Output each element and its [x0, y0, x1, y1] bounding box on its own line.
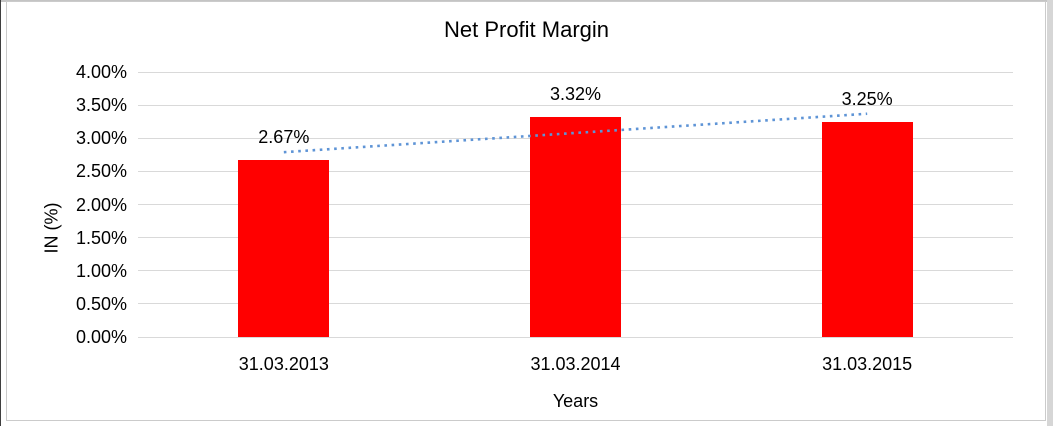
- gridline: [138, 336, 1013, 338]
- x-tick-label: 31.03.2014: [530, 354, 621, 374]
- chart-title: Net Profit Margin: [443, 17, 610, 42]
- chart-object-border: [6, 1, 1046, 421]
- bar-data-label: 3.25%: [841, 88, 893, 109]
- y-tick-label: 0.00%: [75, 327, 127, 347]
- gridline: [138, 71, 1013, 73]
- y-tick-label: 3.50%: [75, 95, 127, 116]
- bar: [821, 121, 913, 337]
- y-tick-label: 2.50%: [75, 161, 127, 182]
- y-tick-label: 2.00%: [75, 194, 127, 215]
- frame-right-border: [1047, 0, 1053, 426]
- x-tick-label: 31.03.2013: [238, 354, 329, 374]
- bar-data-label: 3.32%: [549, 84, 602, 105]
- y-tick-label: 4.00%: [75, 62, 127, 82]
- bar: [530, 117, 621, 337]
- bar: [238, 160, 330, 337]
- y-tick-label: 3.00%: [75, 128, 127, 149]
- y-tick-label: 0.50%: [75, 293, 127, 314]
- x-tick-label: 31.03.2015: [822, 354, 913, 374]
- gridline: [138, 104, 1013, 106]
- bar-data-label: 2.67%: [258, 127, 310, 148]
- y-tick-label: 1.50%: [75, 227, 127, 248]
- frame-left-border: [0, 0, 1, 426]
- x-axis-title: Years: [552, 391, 599, 411]
- y-tick-label: 1.00%: [75, 260, 127, 281]
